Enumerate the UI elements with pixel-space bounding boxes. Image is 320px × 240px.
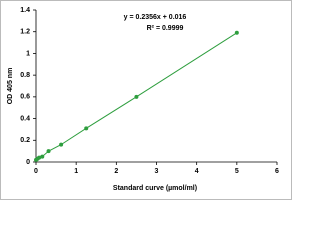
x-axis-label: Standard curve (µmol/ml) — [113, 185, 197, 192]
x-tick-label: 0 — [34, 168, 38, 175]
y-axis-label: OD 405 nm — [7, 68, 14, 105]
r-squared: R² = 0.9999 — [147, 25, 184, 32]
chart-border — [0, 0, 292, 200]
x-tick-label: 2 — [114, 168, 118, 175]
y-tick-label: 0.6 — [20, 94, 30, 101]
data-point — [234, 30, 239, 35]
x-tick-label: 4 — [195, 168, 199, 175]
y-tick-label: 0.8 — [20, 72, 30, 79]
data-point — [46, 149, 51, 154]
x-tick-label: 5 — [235, 168, 239, 175]
data-point — [134, 94, 139, 99]
y-tick-label: 0.2 — [20, 137, 30, 144]
x-tick-label: 3 — [155, 168, 159, 175]
data-point — [37, 155, 42, 160]
y-tick-label: 0 — [26, 159, 30, 166]
y-tick-label: 1.4 — [20, 7, 30, 14]
data-point — [59, 142, 64, 147]
chart: y = 0.2356x + 0.016 R² = 0.9999 Standard… — [0, 0, 292, 200]
y-tick-label: 1 — [26, 50, 30, 57]
page: y = 0.2356x + 0.016 R² = 0.9999 Standard… — [0, 0, 292, 200]
data-point — [84, 126, 89, 131]
x-tick-label: 6 — [275, 168, 279, 175]
x-tick-label: 1 — [74, 168, 78, 175]
equation: y = 0.2356x + 0.016 — [124, 14, 187, 21]
y-tick-label: 0.4 — [20, 115, 30, 122]
data-point — [40, 154, 45, 159]
y-tick-label: 1.2 — [20, 29, 30, 36]
